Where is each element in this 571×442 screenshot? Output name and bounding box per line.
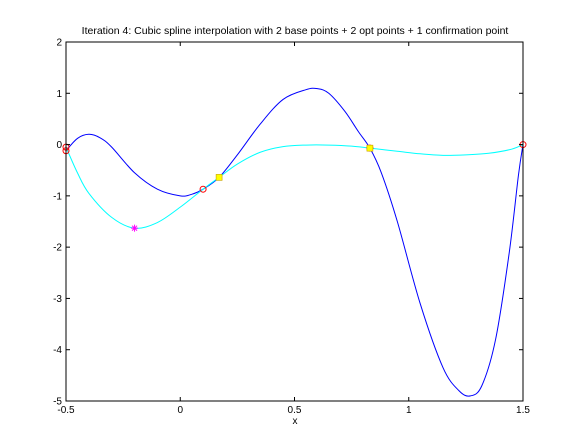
y-tick-label: 0 [56, 140, 62, 151]
y-tick-label: -5 [53, 397, 62, 408]
x-tick-label: 0 [177, 405, 183, 416]
series-line-0 [65, 87, 524, 397]
x-tick-label: -0.5 [57, 405, 75, 416]
y-tick-label: -1 [53, 191, 62, 202]
y-tick-label: -4 [53, 345, 62, 356]
y-tick-label: 1 [56, 89, 62, 100]
series-line-1 [65, 144, 524, 229]
chart-title: Iteration 4: Cubic spline interpolation … [82, 25, 509, 37]
star-stroke [131, 225, 138, 231]
data-point-star [131, 224, 139, 232]
x-tick-label: 0.5 [288, 405, 302, 416]
x-tick-label: 1.5 [516, 405, 530, 416]
y-tick-label: 2 [56, 38, 62, 49]
y-tick-label: -2 [53, 243, 62, 254]
axes: -0.5 0 0.5 1 1.5 -5 -4 -3 -2 -1 0 1 2 [53, 38, 530, 417]
data-point-circle [199, 185, 207, 193]
x-axis-label: x [293, 416, 298, 427]
data-point-square [366, 144, 374, 152]
y-tick-label: -3 [53, 294, 62, 305]
x-tick-label: 1 [406, 405, 412, 416]
data-point-square [215, 174, 223, 181]
